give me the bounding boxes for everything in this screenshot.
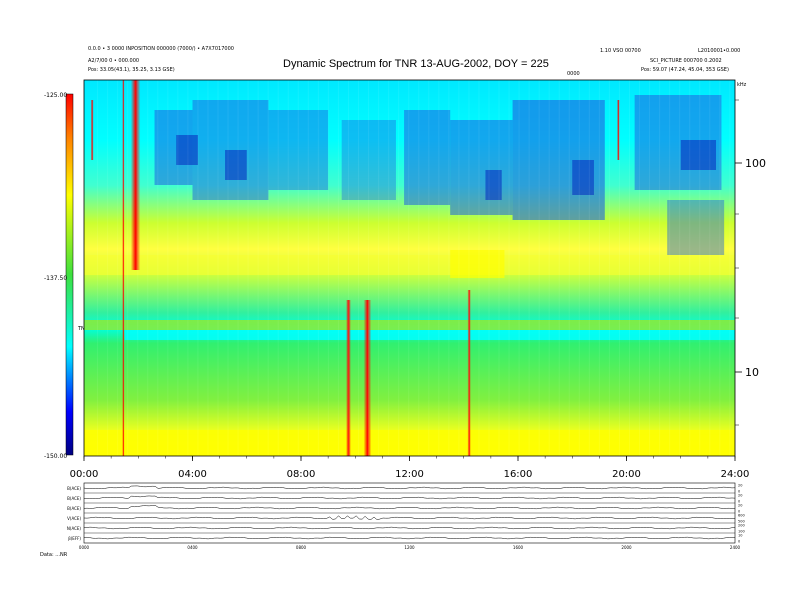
pos-label: Pos: xyxy=(88,67,99,73)
panel-trace xyxy=(83,504,736,510)
panel-right-tick: 0 xyxy=(738,510,740,514)
panel-right-tick: 20 xyxy=(738,484,742,488)
panel-label: B(ACE) xyxy=(67,486,81,491)
panel-trace xyxy=(83,526,736,530)
emission-band-upper xyxy=(84,255,735,275)
subtitle-tag: 0000 xyxy=(567,71,580,77)
pos-value: 33.05(43.1), 35.25, 3.13 GSE) xyxy=(99,67,175,73)
x-axis: 00:00 04:00 08:00 12:00 16:00 20:00 24:00 xyxy=(70,456,750,480)
y-axis-right: 100 10 xyxy=(735,99,766,426)
panel-label: B(ACE) xyxy=(67,496,81,501)
emission-hotspot xyxy=(450,250,505,278)
x-tick-label: 08:00 xyxy=(287,469,316,480)
y-tick-100: 100 xyxy=(745,157,766,170)
panel-x-tick: 2400 xyxy=(730,545,741,550)
radio-burst xyxy=(617,100,620,160)
radio-burst xyxy=(346,300,351,456)
x-tick-label: 16:00 xyxy=(504,469,533,480)
x-tick-label: 04:00 xyxy=(178,469,207,480)
panel-right-tick: 20 xyxy=(738,494,742,498)
colorbar-label: TNR xyxy=(77,326,89,332)
header-info-line2: A2/7/00 0 • 000.000 xyxy=(88,58,140,64)
header-info-right2: SCI_PICTURE 000700 0.2002 xyxy=(650,58,722,64)
khz-unit-label: kHz xyxy=(737,82,747,88)
panel-right-tick: 10 xyxy=(738,534,742,538)
low-intensity-regions xyxy=(154,95,725,255)
spectrogram-area xyxy=(83,79,736,457)
low-intensity-core xyxy=(176,135,198,165)
low-intensity-patch xyxy=(341,120,396,200)
pos-value-right: 59.07 (47.24, 45.04, 353 GSE) xyxy=(652,67,729,73)
panel-x-tick: 1600 xyxy=(513,545,524,550)
header-info-right1a: 1.10 VSO 00700 xyxy=(600,48,641,54)
panel-right-tick: 0 xyxy=(738,500,740,504)
panel-trace xyxy=(83,495,736,500)
panel-trace xyxy=(83,536,736,540)
radio-burst xyxy=(363,300,372,456)
x-tick-label: 00:00 xyxy=(70,469,99,480)
panel-x-tick: 2000 xyxy=(621,545,632,550)
panel-x-tick: 0400 xyxy=(187,545,198,550)
panel-label: β(EFF) xyxy=(68,536,81,541)
x-tick-label: 20:00 xyxy=(612,469,641,480)
panel-x-tick: 0000 xyxy=(79,545,90,550)
emission-bands xyxy=(84,250,735,456)
panel-trace xyxy=(83,515,736,520)
low-intensity-core xyxy=(572,160,594,195)
panel-trace xyxy=(83,485,736,490)
radio-bursts xyxy=(90,80,731,456)
y-tick-10: 10 xyxy=(745,366,759,379)
low-intensity-patch xyxy=(404,110,451,205)
pos-label-right: Pos: xyxy=(641,67,652,73)
low-intensity-core xyxy=(680,140,717,170)
panel-right-tick: 0 xyxy=(738,540,740,544)
panel-right-tick: 500 xyxy=(738,520,745,524)
low-intensity-patch xyxy=(268,110,329,190)
panel-label: B(ACE) xyxy=(67,506,81,511)
header-info-line1: 0.0.0 • 3 0000 INPOSITION 000000 (7000/)… xyxy=(88,46,234,52)
low-intensity-patch xyxy=(450,120,513,215)
x-tick-label: 24:00 xyxy=(721,469,750,480)
colorbar-tick-top: -125.00 xyxy=(44,92,67,99)
emission-band-low xyxy=(84,430,735,456)
panel-label: V(ACE) xyxy=(67,516,81,521)
radio-burst xyxy=(90,100,94,160)
radio-burst xyxy=(467,290,471,456)
colorbar xyxy=(66,94,73,455)
low-intensity-core xyxy=(485,170,502,200)
x-tick-label: 12:00 xyxy=(395,469,424,480)
header-position-left: Pos: 33.05(43.1), 35.25, 3.13 GSE) xyxy=(88,67,175,73)
radio-burst xyxy=(130,80,141,270)
panel-right-tick: 600 xyxy=(738,514,745,518)
panel-x-tick: 1200 xyxy=(404,545,415,550)
header-position-right: Pos: 59.07 (47.24, 45.04, 353 GSE) xyxy=(641,67,729,73)
footer-label: Data: ...NR xyxy=(40,552,68,558)
panel-right-tick: 0 xyxy=(738,490,740,494)
header-info-right1b: L2010001•0.000 xyxy=(698,48,741,54)
panel-right-tick: 20 xyxy=(738,504,742,508)
low-intensity-patch xyxy=(667,200,725,255)
panel-label: N(ACE) xyxy=(67,526,82,531)
panel-right-tick: 100 xyxy=(738,530,745,534)
emission-band-mid xyxy=(84,320,735,330)
parameter-panels: B(ACE)200B(ACE)200B(ACE)200V(ACE)600500N… xyxy=(67,482,745,550)
colorbar-tick-bottom: -150.00 xyxy=(44,453,67,460)
panel-right-tick: 200 xyxy=(738,524,745,528)
colorbar-tick-mid: -137.50 xyxy=(44,275,67,282)
panel-x-tick: 0800 xyxy=(296,545,307,550)
low-intensity-core xyxy=(225,150,247,180)
cyan-band xyxy=(124,330,735,340)
radio-burst xyxy=(122,80,125,456)
chart-title: Dynamic Spectrum for TNR 13-AUG-2002, DO… xyxy=(283,58,549,70)
